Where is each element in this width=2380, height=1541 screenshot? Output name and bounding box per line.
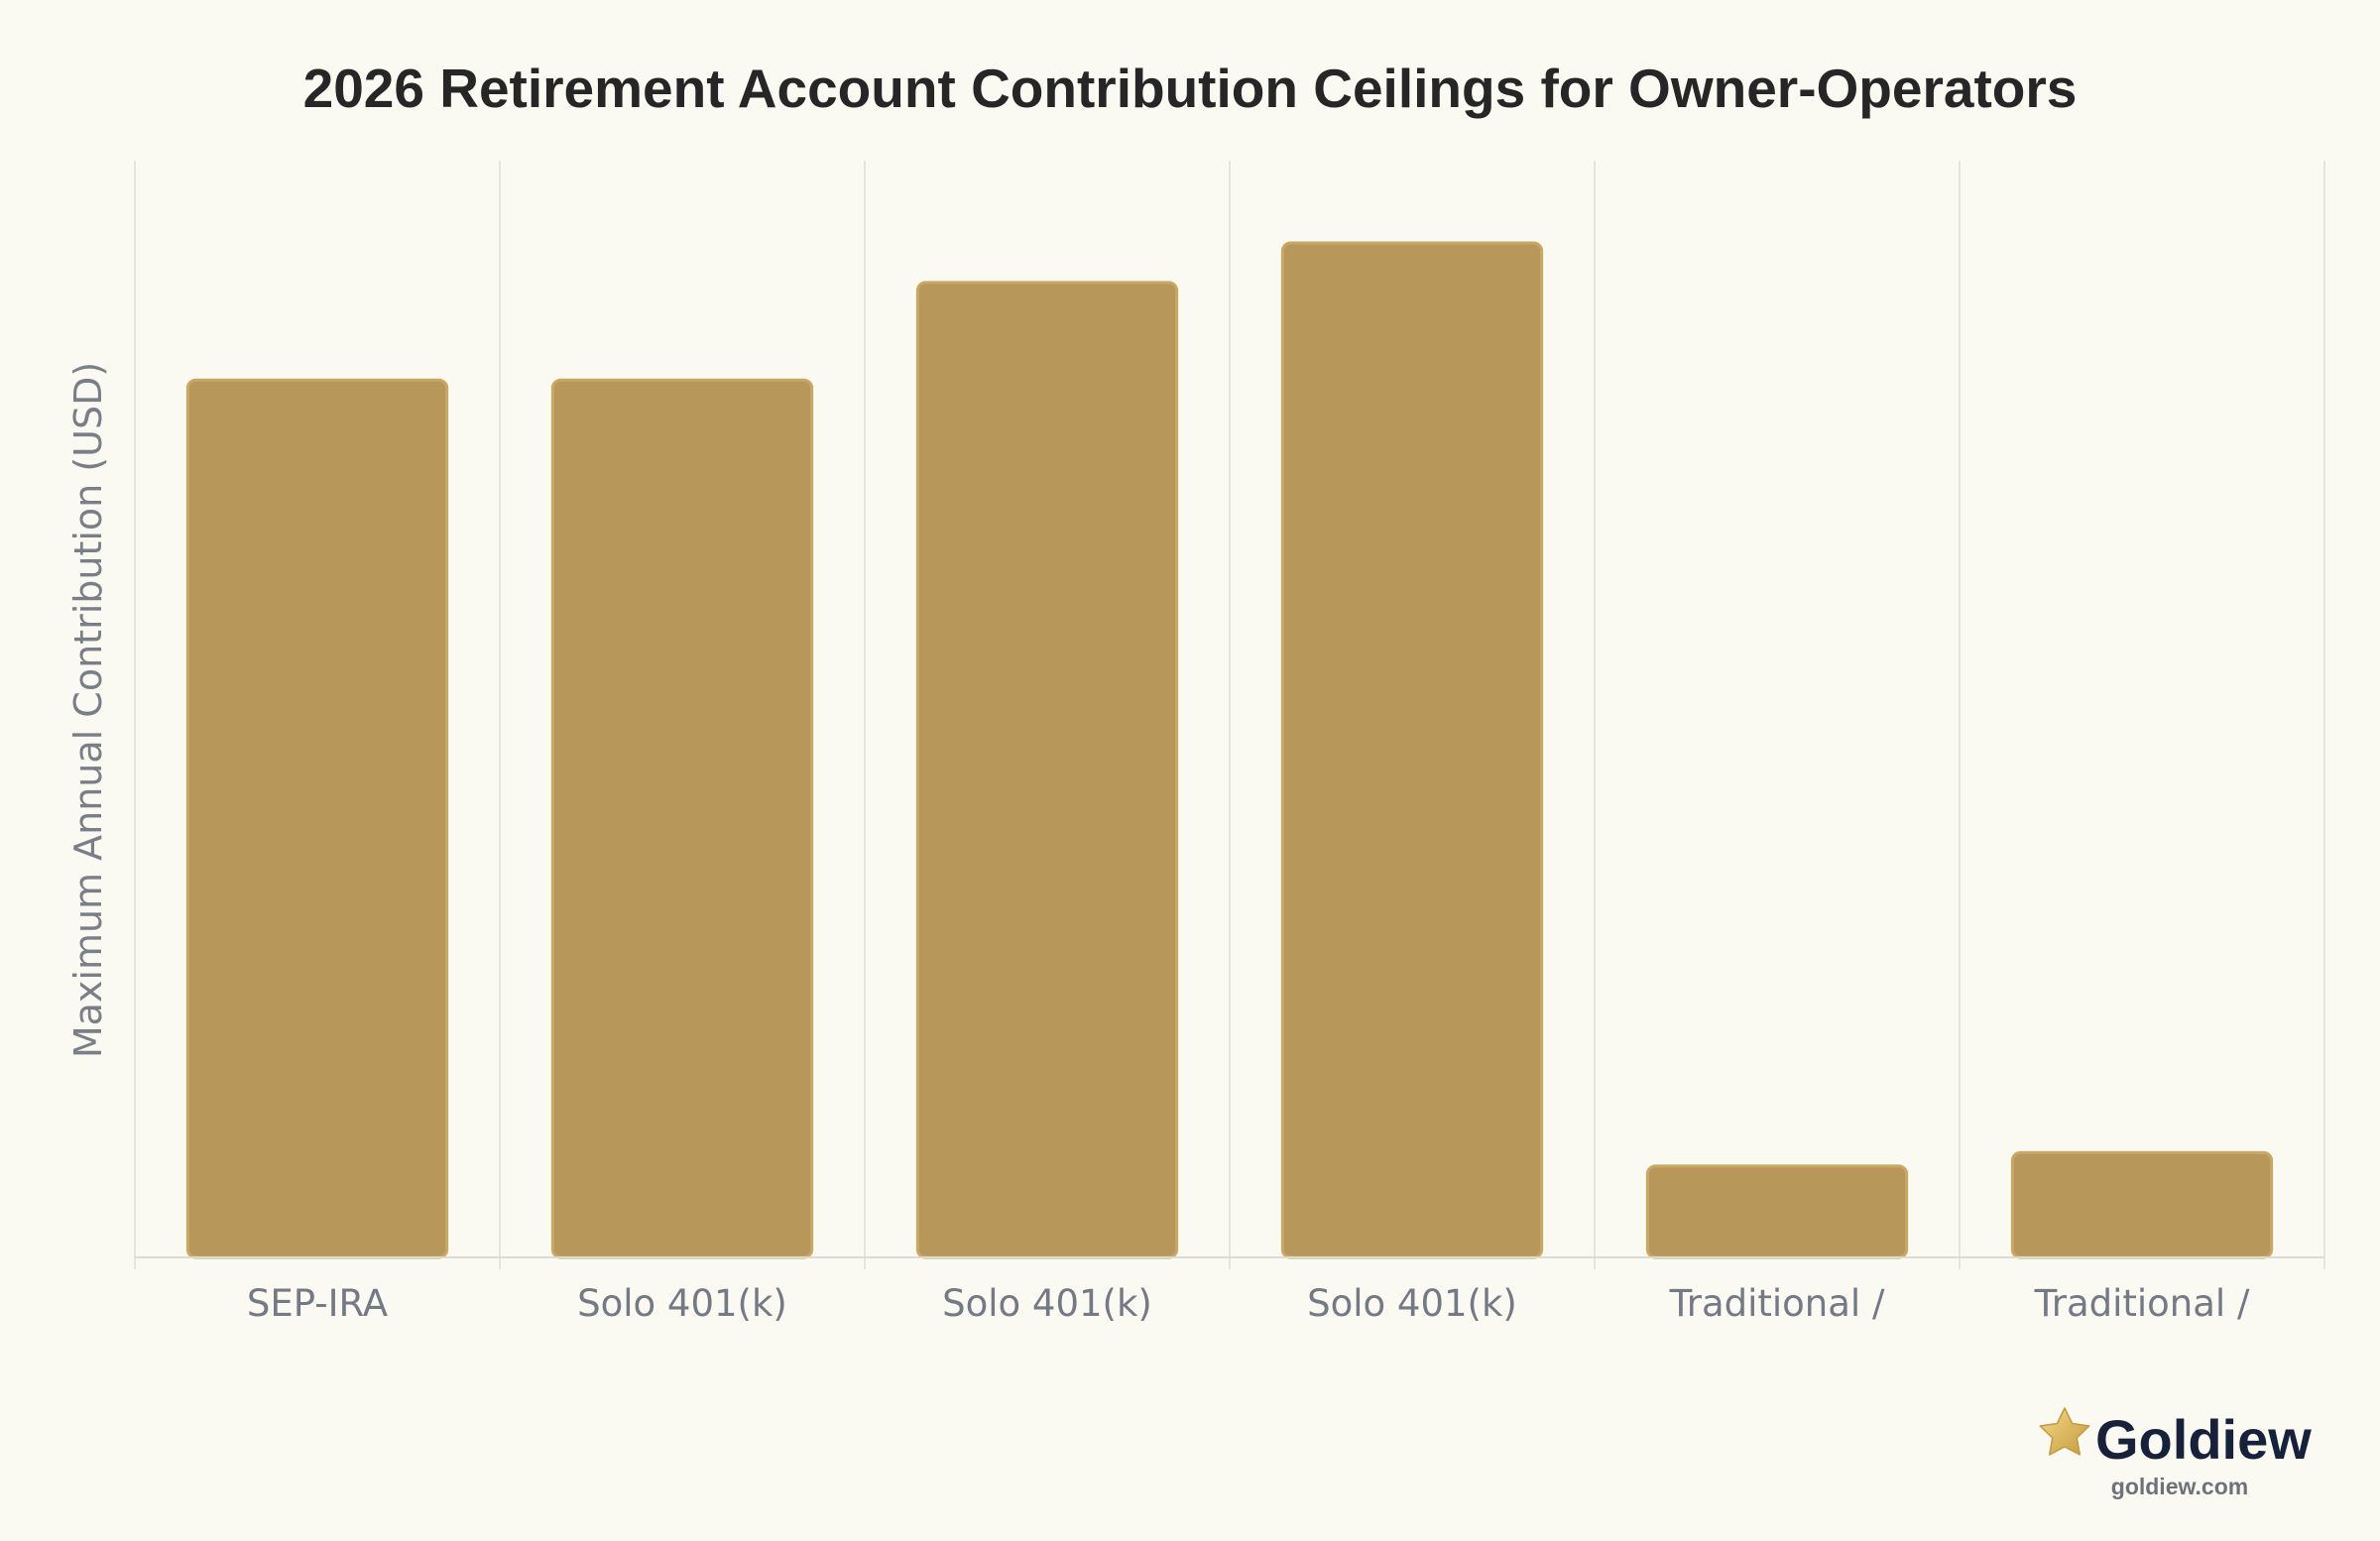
brand-name: Goldiew <box>2095 1408 2312 1471</box>
x-tick-label: SEP-IRA <box>247 1282 388 1325</box>
grid-lines <box>134 161 2325 1269</box>
x-tick-label: Solo 401(k) <box>942 1282 1152 1325</box>
star-icon <box>2039 1407 2090 1456</box>
bar <box>915 281 1179 1259</box>
bar <box>550 378 814 1259</box>
y-axis-label: Maximum Annual Contribution (USD) <box>66 362 110 1058</box>
bar <box>2010 1150 2274 1259</box>
x-tick-label: Traditional / <box>2034 1282 2250 1325</box>
brand-logo: Goldiew goldiew.com <box>2039 1407 2312 1499</box>
chart-title: 2026 Retirement Account Contribution Cei… <box>303 58 2078 119</box>
x-tick-label: Solo 401(k) <box>577 1282 787 1325</box>
x-tick-labels: SEP-IRA Solo 401(k) Solo 401(k) Solo 401(k)… <box>247 1282 2250 1325</box>
bar <box>1645 1164 1909 1259</box>
bar <box>185 378 449 1259</box>
brand-url: goldiew.com <box>2111 1474 2248 1499</box>
bar <box>1280 241 1544 1259</box>
x-tick-label: Traditional / <box>1669 1282 1885 1325</box>
x-tick-label: Solo 401(k) <box>1307 1282 1517 1325</box>
bars <box>185 241 2274 1259</box>
